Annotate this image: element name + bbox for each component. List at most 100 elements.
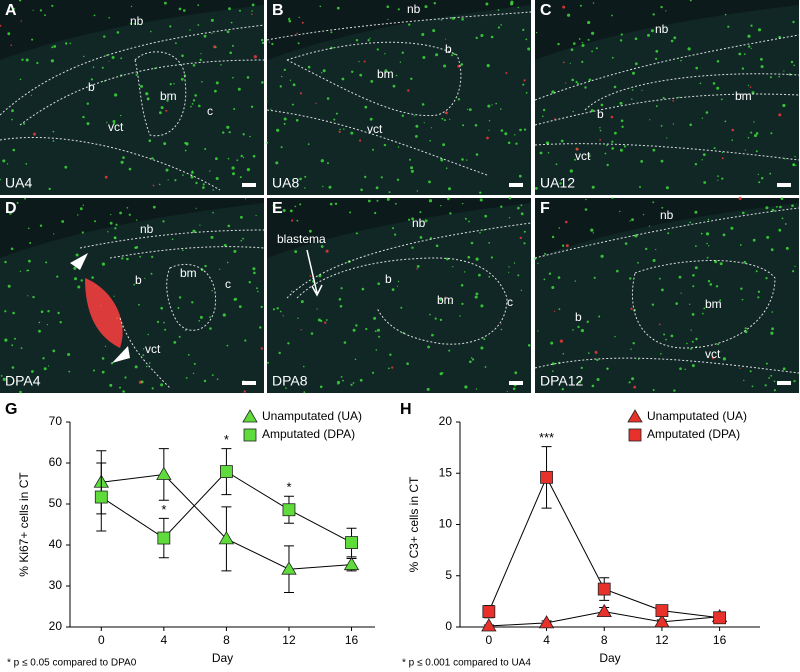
cell-dot — [232, 172, 235, 176]
cell-dot — [364, 105, 368, 109]
x-tick-label: 4 — [543, 633, 550, 647]
cell-dot — [778, 75, 780, 78]
region-label: nb — [407, 2, 421, 16]
cell-dot — [266, 141, 269, 144]
cell-dot — [261, 81, 264, 84]
cell-dot — [25, 58, 29, 62]
cell-dot — [505, 72, 508, 74]
marker-square — [482, 605, 496, 619]
cell-dot — [692, 274, 695, 277]
cell-dot — [785, 246, 789, 250]
cell-dot — [0, 375, 3, 377]
cell-dot — [569, 169, 573, 173]
cell-dot — [551, 286, 555, 289]
cell-dot — [462, 124, 465, 127]
cell-dot — [647, 33, 650, 37]
cell-dot — [548, 272, 552, 275]
cell-dot — [480, 34, 484, 37]
x-tick-label: 4 — [161, 633, 168, 647]
cell-dot — [397, 280, 400, 283]
micrograph: C UA12 nb bm b vct — [534, 0, 800, 195]
cell-dot — [190, 175, 194, 179]
cell-dot — [575, 80, 578, 84]
cell-dot — [178, 296, 182, 299]
cell-dot — [142, 354, 145, 357]
cell-dot — [106, 121, 108, 124]
cell-dot — [428, 180, 431, 184]
cell-dot — [27, 295, 29, 297]
cell-dot — [150, 30, 152, 33]
cell-dot — [372, 148, 374, 151]
cell-dot — [240, 215, 243, 219]
cell-dot — [246, 168, 250, 172]
cell-dot — [255, 214, 257, 217]
cell-dot — [655, 105, 658, 108]
cell-dot — [574, 280, 576, 282]
cell-dot — [648, 225, 651, 227]
cell-dot — [585, 198, 587, 201]
micrograph: D DPA4 nb b bm c vct — [0, 197, 265, 394]
cell-dot — [678, 96, 680, 99]
cell-dot — [717, 179, 719, 181]
cell-dot — [695, 66, 698, 70]
cell-dot — [108, 60, 110, 62]
cell-dot — [748, 45, 751, 48]
cell-dot — [537, 330, 539, 332]
cell-dot — [500, 205, 503, 208]
cell-dot — [267, 361, 269, 364]
cell-dot — [370, 80, 374, 83]
cell-dot — [445, 167, 448, 169]
cell-dot — [724, 13, 727, 16]
cell-dot — [349, 211, 352, 214]
cell-dot — [591, 50, 593, 53]
cell-dot — [11, 366, 15, 369]
cell-dot — [52, 140, 55, 142]
cell-dot — [279, 310, 282, 313]
x-tick-label: 12 — [282, 633, 296, 647]
cell-dot — [606, 367, 609, 370]
cell-dot — [111, 56, 115, 59]
cell-dot — [239, 176, 242, 179]
cell-dot — [199, 58, 202, 62]
cell-dot — [182, 174, 184, 176]
cell-dot — [415, 135, 418, 138]
cell-dot — [237, 87, 241, 91]
cell-dot — [191, 301, 194, 304]
cell-dot — [122, 390, 125, 393]
cell-dot — [336, 380, 341, 385]
cell-dot — [297, 42, 300, 45]
cell-dot — [416, 268, 418, 270]
cell-dot — [350, 383, 353, 386]
cell-dot — [435, 244, 439, 248]
cell-dot — [309, 229, 312, 233]
cell-dot — [42, 357, 45, 360]
cell-dot — [152, 184, 155, 187]
cell-dot — [537, 262, 539, 265]
cell-dot — [109, 383, 113, 387]
cell-dot — [386, 197, 390, 201]
marker-triangle — [538, 615, 555, 629]
cell-dot — [159, 111, 162, 115]
cell-dot — [236, 159, 239, 162]
cell-dot — [757, 173, 759, 176]
cell-dot — [750, 47, 752, 50]
cell-dot — [573, 42, 576, 45]
cell-dot — [51, 46, 54, 49]
cell-dot — [339, 305, 343, 308]
cell-dot — [672, 123, 675, 125]
cell-dot — [175, 42, 177, 45]
cell-dot — [376, 199, 379, 202]
cell-dot — [245, 198, 247, 200]
cell-dot — [45, 261, 48, 264]
cell-dot — [407, 89, 410, 92]
cell-dot — [740, 287, 743, 290]
cell-dot — [461, 202, 464, 205]
cell-dot — [215, 81, 219, 85]
panel-caption: UA8 — [272, 175, 299, 191]
cell-dot — [557, 276, 561, 279]
cell-dot — [317, 318, 321, 322]
cell-dot — [289, 79, 292, 82]
cell-dot — [325, 319, 328, 321]
region-label: b — [88, 80, 95, 94]
cell-dot — [419, 236, 423, 239]
